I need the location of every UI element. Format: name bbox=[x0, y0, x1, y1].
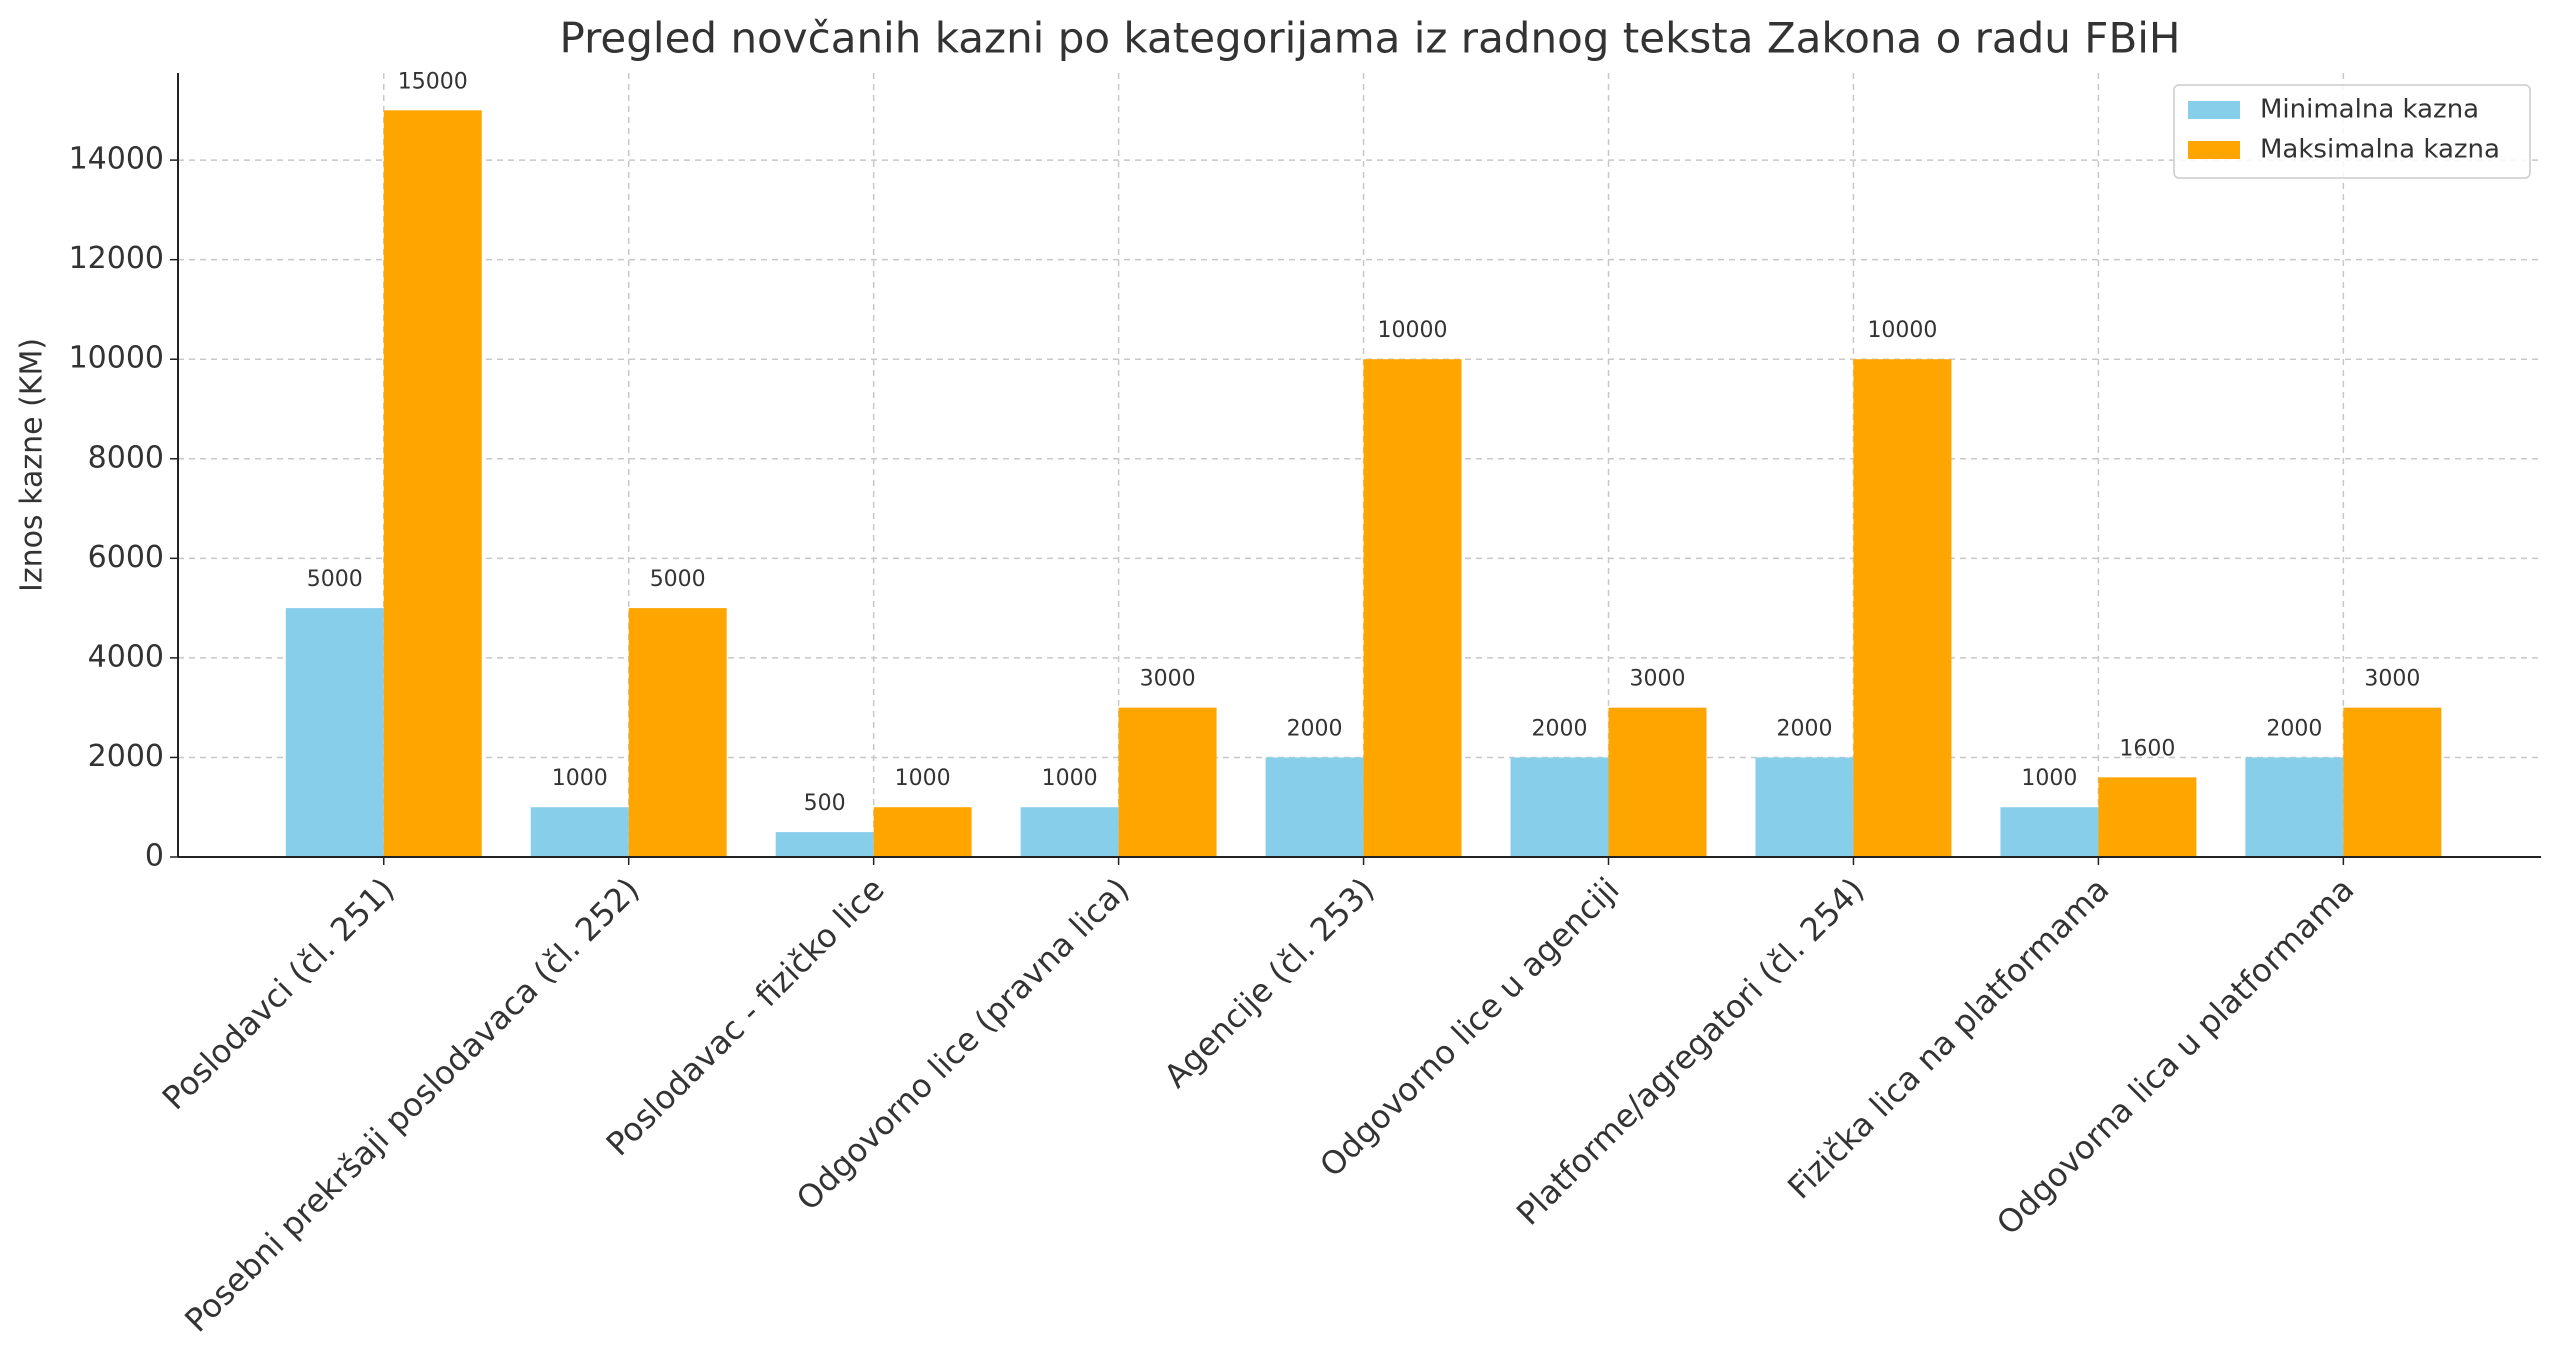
value-label: 2000 bbox=[1532, 716, 1588, 741]
bar bbox=[1510, 757, 1609, 857]
y-tick-label: 4000 bbox=[88, 639, 164, 674]
y-tick-label: 6000 bbox=[88, 540, 164, 575]
value-label: 10000 bbox=[1867, 318, 1937, 343]
bar bbox=[628, 608, 727, 857]
value-label: 1600 bbox=[2119, 736, 2175, 761]
bar bbox=[1265, 757, 1364, 857]
chart-title: Pregled novčanih kazni po kategorijama i… bbox=[559, 14, 2180, 63]
bar bbox=[2000, 807, 2099, 857]
value-label: 2000 bbox=[1776, 716, 1832, 741]
value-label: 1000 bbox=[895, 766, 951, 791]
bar bbox=[2245, 757, 2344, 857]
value-label: 3000 bbox=[1140, 667, 1196, 692]
y-tick-label: 12000 bbox=[69, 241, 164, 276]
x-tick-label: Posebni prekršaji poslodavaca (čl. 252) bbox=[177, 870, 646, 1339]
bar bbox=[530, 807, 629, 857]
bar bbox=[2098, 777, 2197, 857]
value-label: 15000 bbox=[398, 69, 468, 94]
legend: Minimalna kazna Maksimalna kazna bbox=[2173, 84, 2531, 179]
y-tick-label: 8000 bbox=[88, 440, 164, 475]
legend-label: Minimalna kazna bbox=[2260, 95, 2479, 125]
legend-box bbox=[2173, 84, 2531, 179]
bar bbox=[1020, 807, 1119, 857]
value-label: 1000 bbox=[2021, 766, 2077, 791]
bar bbox=[1608, 707, 1707, 857]
value-label: 2000 bbox=[1287, 716, 1343, 741]
value-label: 1000 bbox=[1042, 766, 1098, 791]
value-label: 5000 bbox=[307, 567, 363, 592]
bar bbox=[1118, 707, 1217, 857]
bar bbox=[285, 608, 384, 857]
y-tick-label: 14000 bbox=[69, 142, 164, 177]
bar bbox=[775, 832, 874, 857]
value-label: 3000 bbox=[2364, 667, 2420, 692]
value-label: 5000 bbox=[650, 567, 706, 592]
y-tick-label: 0 bbox=[145, 839, 164, 874]
bar bbox=[2343, 707, 2442, 857]
legend-swatch bbox=[2188, 101, 2240, 119]
y-tick-label: 2000 bbox=[88, 739, 164, 774]
bar bbox=[383, 110, 482, 858]
bar bbox=[873, 807, 972, 857]
bar bbox=[1363, 359, 1462, 857]
x-tick-label: Poslodavci (čl. 251) bbox=[155, 870, 402, 1117]
value-label: 500 bbox=[804, 791, 846, 816]
x-tick-label: Agencije (čl. 253) bbox=[1157, 870, 1382, 1095]
x-tick-label: Poslodavac - fizičko lice bbox=[599, 870, 892, 1163]
y-tick-label: 10000 bbox=[69, 341, 164, 376]
bar bbox=[1755, 757, 1854, 857]
legend-label: Maksimalna kazna bbox=[2260, 135, 2500, 165]
value-label: 3000 bbox=[1629, 667, 1685, 692]
y-axis-label: Iznos kazne (KM) bbox=[15, 338, 50, 592]
legend-swatch bbox=[2188, 141, 2240, 159]
value-label: 2000 bbox=[2266, 716, 2322, 741]
bar bbox=[1853, 359, 1952, 857]
value-label: 10000 bbox=[1378, 318, 1448, 343]
value-label: 1000 bbox=[552, 766, 608, 791]
